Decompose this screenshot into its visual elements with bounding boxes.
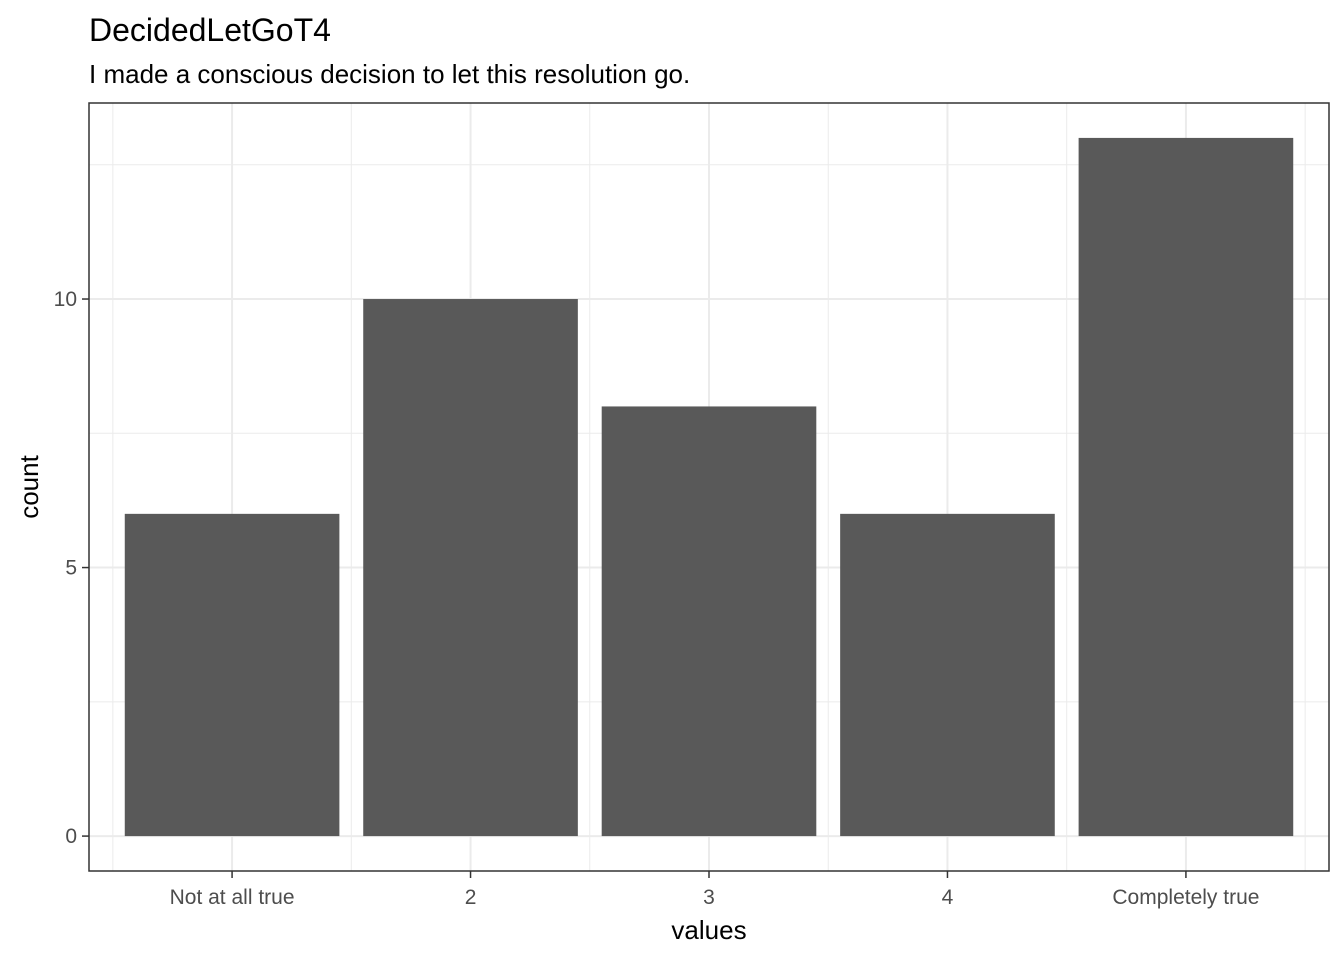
x-axis: Not at all true 2 3 4 Completely true	[170, 871, 1259, 909]
bar	[363, 299, 578, 837]
y-tick-label: 5	[65, 557, 77, 580]
x-tick-label: 4	[942, 886, 954, 909]
x-axis-title: values	[671, 915, 746, 945]
y-tick-label: 0	[65, 825, 77, 848]
bar	[124, 513, 340, 837]
bar	[601, 406, 817, 837]
bars	[124, 137, 1294, 837]
x-tick-label: 3	[703, 886, 715, 909]
chart-title: DecidedLetGoT4	[89, 12, 331, 48]
bar	[1078, 137, 1294, 837]
x-tick-label: 2	[465, 886, 477, 909]
chart-subtitle: I made a conscious decision to let this …	[89, 59, 690, 89]
y-axis: 0 5 10	[54, 288, 89, 848]
bar	[840, 513, 1055, 837]
x-tick-label: Not at all true	[170, 886, 295, 909]
x-tick-label: Completely true	[1112, 886, 1259, 909]
y-tick-label: 10	[54, 288, 77, 311]
y-axis-title: count	[14, 454, 44, 518]
